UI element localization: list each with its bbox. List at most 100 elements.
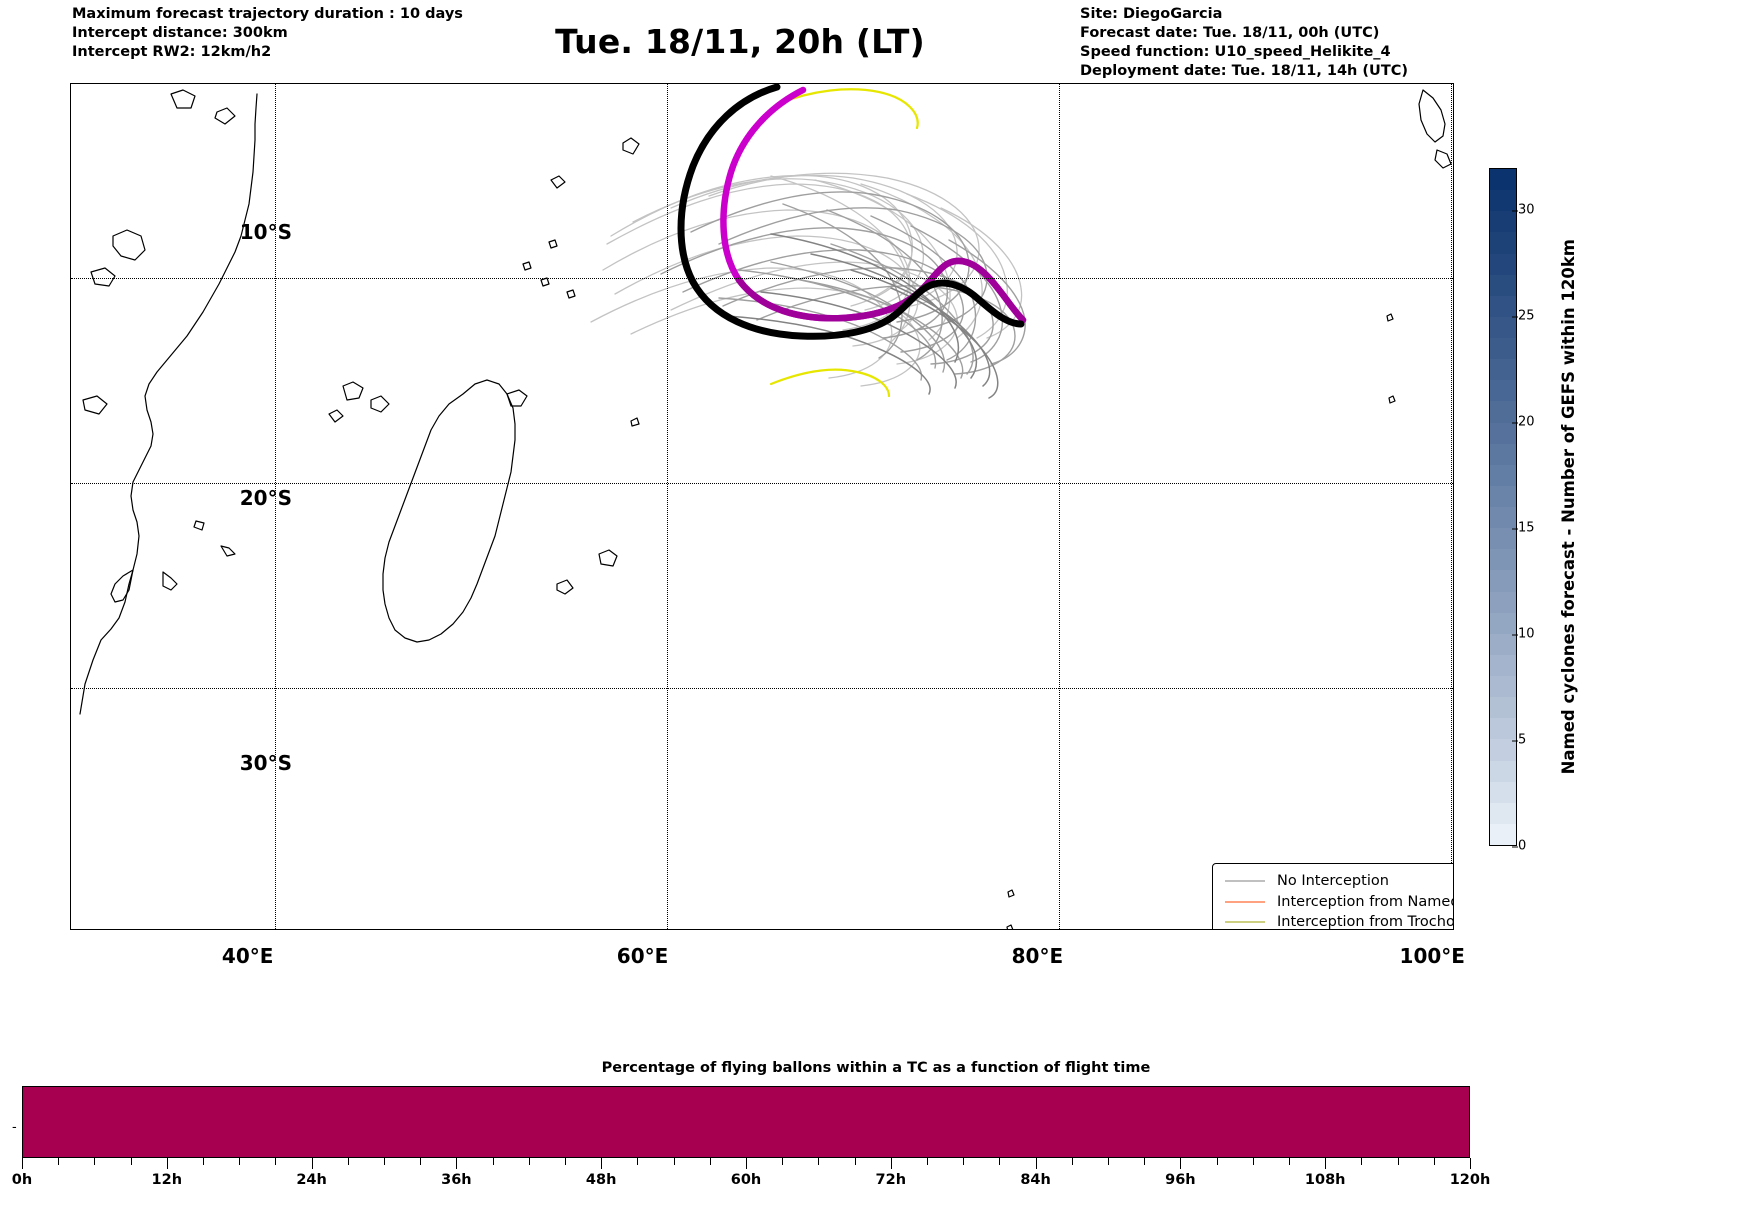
flight-tick-9	[130, 1158, 132, 1165]
analysis-track	[677, 84, 1025, 340]
flight-tick-30	[384, 1158, 385, 1165]
legend-row-2: Interception from Trochoid	[1223, 912, 1454, 930]
colorbar-step-10	[1490, 612, 1516, 634]
colorbar-step-23	[1490, 338, 1516, 360]
flight-tick-6	[94, 1158, 96, 1165]
flight-time-bar-axes	[22, 1086, 1470, 1158]
lat-tick-2: 30°S	[239, 751, 292, 776]
header-right-line-3: Speed function: U10_speed_Helikite_4	[1080, 44, 1391, 60]
colorbar-step-8	[1490, 654, 1516, 676]
colorbar-tick-5: 25	[1512, 308, 1535, 324]
colorbar-step-6	[1490, 697, 1516, 719]
gridline-lon-40	[275, 84, 276, 929]
colorbar-tick-0: 0	[1511, 838, 1527, 854]
legend-swatch-0	[1223, 874, 1267, 888]
colorbar-step-17	[1490, 464, 1516, 486]
flight-tick-60	[746, 1158, 747, 1169]
flight-time-label-5: 60h	[730, 1172, 762, 1188]
flight-time-label-7: 84h	[1020, 1172, 1051, 1188]
gridline-lat-10	[71, 278, 1453, 279]
map-legend: No Interception Interception from Named c…	[1212, 863, 1454, 930]
colorbar-step-4	[1490, 739, 1516, 761]
hres-track	[720, 86, 1027, 324]
colorbar-step-12	[1490, 570, 1516, 592]
flight-tick-105	[1289, 1158, 1290, 1165]
map-plot-area: No Interception Interception from Named c…	[70, 83, 1454, 930]
colorbar-step-21	[1490, 380, 1516, 402]
flight-tick-75	[927, 1158, 928, 1165]
flight-tick-24	[311, 1158, 313, 1169]
flight-tick-120	[1470, 1158, 1471, 1169]
colorbar-step-26	[1490, 274, 1516, 296]
colorbar-step-24	[1490, 316, 1516, 338]
lat-tick-0: 10°S	[239, 219, 292, 244]
flight-tick-57	[709, 1158, 711, 1165]
flight-time-label-4: 48h	[585, 1172, 617, 1188]
colorbar-step-31	[1490, 169, 1516, 191]
map-coastlines-layer	[79, 89, 1452, 929]
colorbar-gradient	[1489, 168, 1517, 846]
flight-tick-93	[1144, 1158, 1146, 1165]
gridline-lon-60	[667, 84, 668, 929]
header-right-line-4: Deployment date: Tue. 18/11, 14h (UTC)	[1080, 63, 1408, 79]
colorbar-step-18	[1490, 443, 1516, 465]
colorbar-step-25	[1490, 295, 1516, 317]
lat-tick-1: 20°S	[239, 485, 292, 510]
flight-tick-54	[673, 1158, 675, 1165]
colorbar-step-30	[1490, 190, 1516, 212]
gridline-lat-20	[71, 483, 1453, 484]
flight-tick-96	[1180, 1158, 1182, 1169]
legend-swatch-1	[1223, 895, 1267, 909]
colorbar-step-19	[1490, 422, 1516, 444]
header-left-line-1: Maximum forecast trajectory duration : 1…	[72, 6, 463, 22]
flight-tick-117	[1433, 1158, 1435, 1165]
flight-tick-72	[890, 1158, 892, 1169]
flight-tick-48	[601, 1158, 603, 1169]
colorbar-step-3	[1490, 760, 1516, 782]
header-right-line-1: Site: DiegoGarcia	[1080, 6, 1223, 22]
flight-tick-66	[818, 1158, 820, 1165]
flight-tick-114	[1397, 1158, 1399, 1165]
colorbar-tick-6: 30	[1512, 202, 1535, 218]
legend-label-2: Interception from Trochoid	[1277, 914, 1454, 930]
colorbar-step-7	[1490, 676, 1516, 698]
flight-tick-21	[275, 1158, 277, 1165]
lon-tick-3: 100°E	[1399, 944, 1465, 968]
header-right-info: Site: DiegoGarcia Forecast date: Tue. 18/…	[1080, 5, 1408, 81]
flight-time-label-2: 24h	[296, 1172, 327, 1188]
flight-tick-0	[22, 1158, 23, 1169]
flight-tick-18	[239, 1158, 241, 1165]
flight-tick-33	[420, 1158, 422, 1165]
header-left-line-3: Intercept RW2: 12km/h2	[72, 44, 272, 60]
colorbar-step-15	[1490, 507, 1516, 529]
colorbar-step-20	[1490, 401, 1516, 423]
colorbar-step-28	[1490, 232, 1516, 254]
flight-tick-81	[999, 1158, 1001, 1165]
flight-time-tick-marks	[22, 1158, 1471, 1169]
flight-time-label-3: 36h	[441, 1172, 472, 1188]
flight-tick-27	[347, 1158, 349, 1165]
legend-row-1: Interception from Named cyclone	[1223, 892, 1453, 913]
flight-tick-102	[1252, 1158, 1254, 1165]
flight-tick-111	[1361, 1158, 1363, 1165]
flight-time-label-10: 120h	[1449, 1172, 1491, 1188]
flight-tick-99	[1216, 1158, 1218, 1165]
flight-tick-45	[565, 1158, 566, 1165]
colorbar-step-11	[1490, 591, 1516, 613]
colorbar-step-13	[1490, 549, 1516, 571]
flight-time-label-9: 108h	[1304, 1172, 1346, 1188]
colorbar-step-2	[1490, 781, 1516, 803]
flight-tick-3	[58, 1158, 60, 1165]
flight-tick-87	[1071, 1158, 1073, 1165]
bottom-bar-title: Percentage of flying ballons within a TC…	[601, 1060, 1151, 1076]
legend-swatch-2	[1223, 915, 1267, 929]
flight-tick-108	[1325, 1158, 1327, 1169]
flight-tick-39	[492, 1158, 494, 1165]
colorbar-step-5	[1490, 718, 1516, 740]
gridline-lon-100	[1451, 84, 1452, 929]
colorbar-step-0	[1490, 823, 1516, 845]
flight-tick-15	[203, 1158, 204, 1165]
colorbar-tick-1: 5	[1511, 732, 1527, 748]
colorbar-title: Named cyclones forecast - Number of GEFS…	[1558, 239, 1578, 775]
flight-tick-84	[1035, 1158, 1037, 1169]
